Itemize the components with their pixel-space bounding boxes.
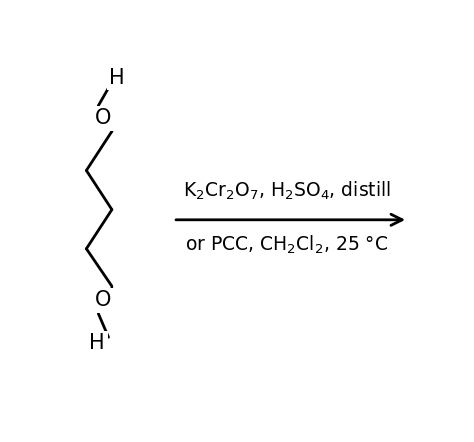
Text: O: O [95, 108, 111, 128]
Text: H: H [109, 68, 125, 88]
Text: $\mathregular{K_2Cr_2O_7}$, $\mathregular{H_2SO_4}$, distill: $\mathregular{K_2Cr_2O_7}$, $\mathregula… [183, 180, 391, 202]
Text: or PCC, $\mathregular{CH_2Cl_2}$, 25 °C: or PCC, $\mathregular{CH_2Cl_2}$, 25 °C [185, 234, 389, 256]
Text: O: O [95, 290, 111, 310]
Text: H: H [90, 333, 105, 353]
